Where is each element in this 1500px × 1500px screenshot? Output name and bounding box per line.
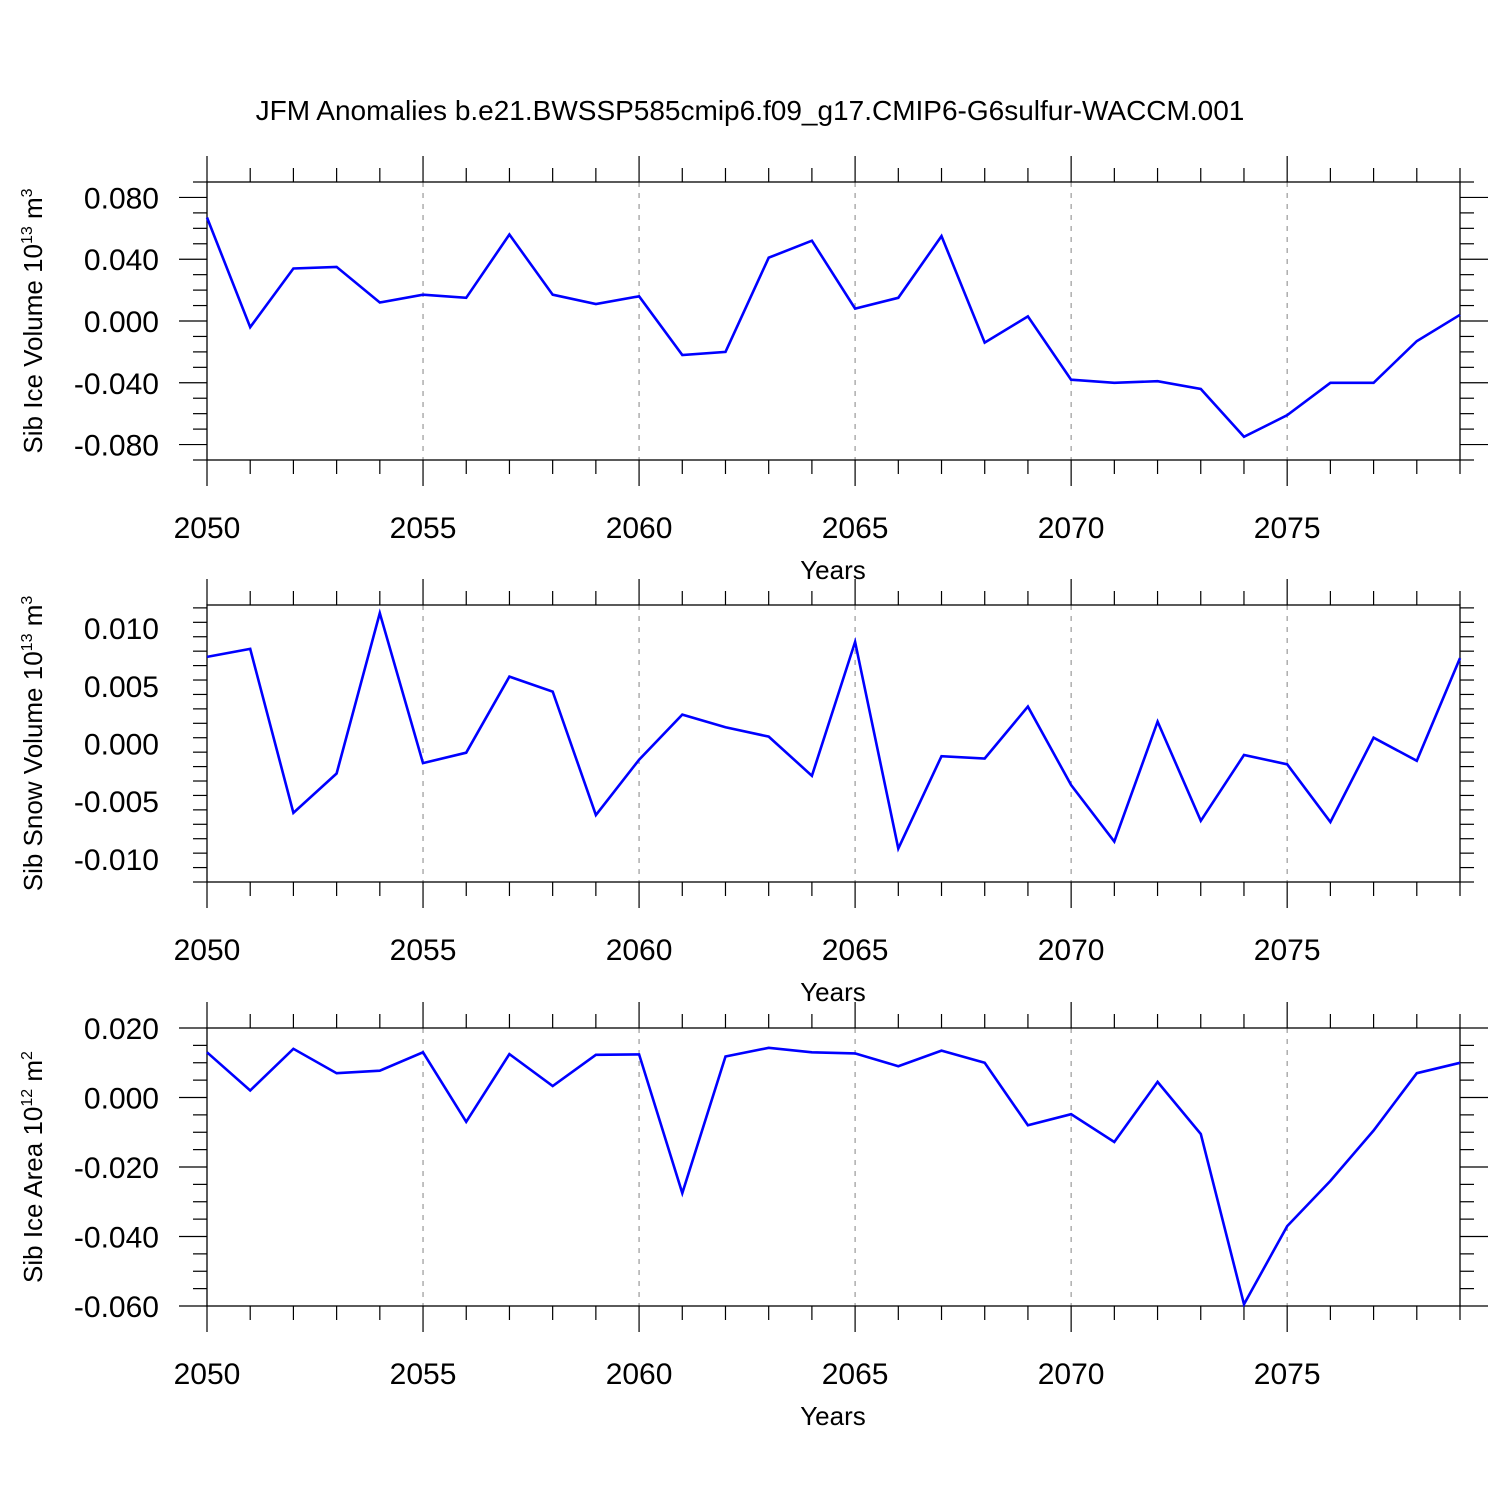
chart-panel-3: -0.060 -0.040 -0.020 0.000 0.020 2050 2055 2060…: [18, 1002, 1488, 1431]
y-tick-label: -0.005: [74, 786, 159, 819]
y-tick-label: -0.010: [74, 844, 159, 877]
x-tick-label: 2050: [174, 934, 241, 967]
plot-frame: [206, 181, 1461, 461]
y-tick-label: 0.020: [84, 1013, 159, 1046]
x-tick-label: 2055: [390, 512, 457, 545]
x-tick-label: 2055: [390, 934, 457, 967]
x-tick-label: 2075: [1254, 934, 1321, 967]
x-tick-label: 2060: [606, 1358, 673, 1391]
x-tick-label: 2070: [1038, 1358, 1105, 1391]
x-tick-label: 2050: [174, 512, 241, 545]
plot-frame: [206, 604, 1461, 883]
y-tick-label: -0.040: [74, 1222, 159, 1255]
x-tick-label: 2050: [174, 1358, 241, 1391]
y-axis-label: Sib Snow Volume 1013 m3: [18, 596, 48, 892]
x-tick-label: 2070: [1038, 512, 1105, 545]
y-tick-label: -0.040: [74, 368, 159, 401]
x-axis-label: Years: [800, 977, 866, 1007]
series-line: [206, 608, 1462, 853]
y-tick-label: -0.080: [74, 430, 159, 463]
x-tick-label: 2065: [822, 934, 889, 967]
x-tick-label: 2060: [606, 512, 673, 545]
series-line: [206, 1046, 1461, 1308]
x-tick-label: 2075: [1254, 1358, 1321, 1391]
y-tick-label: 0.000: [84, 1083, 159, 1116]
chart-panel-1: -0.080 -0.040 0.000 0.040 0.080 2050 2055 2060 2…: [18, 156, 1488, 585]
x-axis-label: Years: [800, 1401, 866, 1431]
y-tick-label: -0.060: [74, 1291, 159, 1324]
y-tick-label: 0.080: [84, 182, 159, 215]
x-tick-label: 2060: [606, 934, 673, 967]
series-line: [205, 217, 1461, 439]
y-tick-label: 0.005: [84, 671, 159, 704]
x-tick-label: 2065: [822, 512, 889, 545]
y-tick-label: 0.000: [84, 306, 159, 339]
figure-title: JFM Anomalies b.e21.BWSSP585cmip6.f09_g1…: [256, 95, 1245, 126]
x-tick-label: 2055: [390, 1358, 457, 1391]
y-axis-label: Sib Ice Volume 1013 m3: [18, 188, 48, 453]
x-tick-label: 2065: [822, 1358, 889, 1391]
chart-panel-2: -0.010 -0.005 0.000 0.005 0.010 2050 2055 2060 2…: [18, 579, 1474, 1007]
plot-frame: [206, 1027, 1461, 1307]
x-tick-label: 2075: [1254, 512, 1321, 545]
y-tick-label: -0.020: [74, 1152, 159, 1185]
y-tick-label: 0.000: [84, 729, 159, 762]
y-tick-label: 0.040: [84, 244, 159, 277]
x-axis-label: Years: [800, 555, 866, 585]
y-tick-label: 0.010: [84, 613, 159, 646]
y-axis-label: Sib Ice Area 1012 m2: [18, 1051, 48, 1283]
x-tick-label: 2070: [1038, 934, 1105, 967]
